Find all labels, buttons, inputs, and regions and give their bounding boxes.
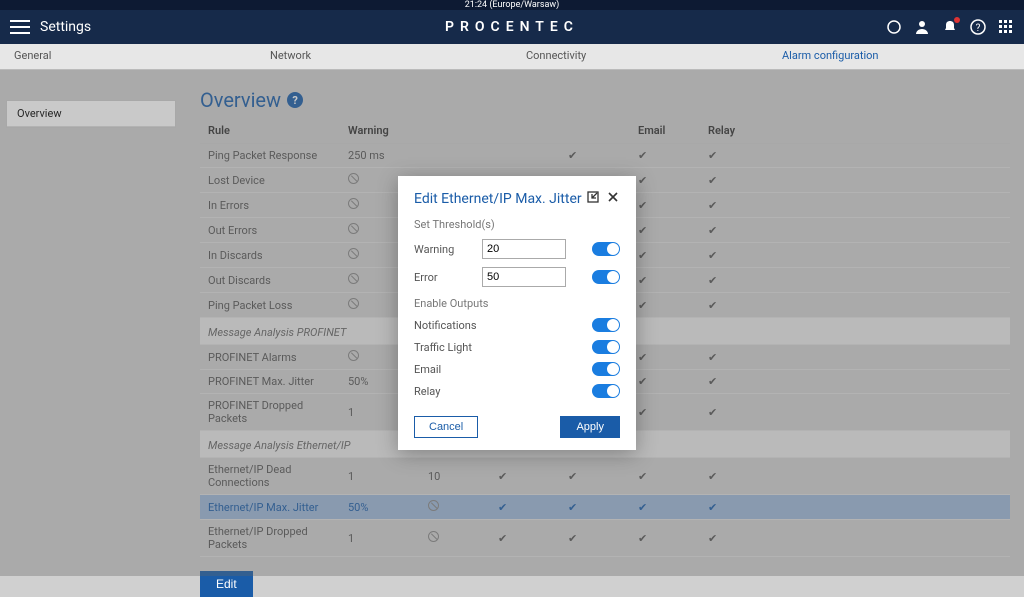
- out-traffic-light: Traffic Light: [414, 341, 534, 354]
- svg-text:?: ?: [976, 23, 981, 34]
- tab-general[interactable]: General: [0, 44, 256, 69]
- top-status-bar: 21:24 (Europe/Warsaw): [0, 0, 1024, 10]
- refresh-icon[interactable]: [886, 19, 902, 35]
- help-icon[interactable]: ?: [970, 19, 986, 35]
- thresholds-heading: Set Threshold(s): [414, 218, 620, 231]
- menu-icon[interactable]: [10, 20, 30, 34]
- tab-bar: General Network Connectivity Alarm confi…: [0, 44, 1024, 70]
- header-icons: ?: [886, 19, 1014, 35]
- close-icon[interactable]: [606, 190, 620, 208]
- outputs-heading: Enable Outputs: [414, 297, 620, 310]
- out-relay: Relay: [414, 385, 534, 398]
- page-title: Settings: [40, 19, 91, 35]
- header-bar: Settings PROCENTEC ?: [0, 10, 1024, 44]
- warning-input[interactable]: [482, 239, 566, 259]
- apply-button[interactable]: Apply: [560, 416, 620, 438]
- cancel-button[interactable]: Cancel: [414, 416, 478, 438]
- tab-connectivity[interactable]: Connectivity: [512, 44, 768, 69]
- apps-icon[interactable]: [998, 19, 1014, 35]
- toggle-traffic-light[interactable]: [592, 340, 620, 354]
- bell-icon[interactable]: [942, 19, 958, 35]
- tab-network[interactable]: Network: [256, 44, 512, 69]
- edit-modal: Edit Ethernet/IP Max. Jitter Set Thresho…: [398, 176, 636, 450]
- clock: 21:24 (Europe/Warsaw): [465, 0, 560, 10]
- out-email: Email: [414, 363, 534, 376]
- warning-label: Warning: [414, 243, 482, 256]
- error-input[interactable]: [482, 267, 566, 287]
- minimize-icon[interactable]: [586, 190, 600, 208]
- toggle-relay[interactable]: [592, 384, 620, 398]
- tab-alarm-configuration[interactable]: Alarm configuration: [768, 44, 1024, 69]
- brand-logo: PROCENTEC: [445, 19, 579, 35]
- modal-title: Edit Ethernet/IP Max. Jitter: [414, 191, 582, 207]
- error-label: Error: [414, 271, 482, 284]
- user-icon[interactable]: [914, 19, 930, 35]
- warning-toggle[interactable]: [592, 242, 620, 256]
- error-toggle[interactable]: [592, 270, 620, 284]
- toggle-notifications[interactable]: [592, 318, 620, 332]
- out-notifications: Notifications: [414, 319, 534, 332]
- toggle-email[interactable]: [592, 362, 620, 376]
